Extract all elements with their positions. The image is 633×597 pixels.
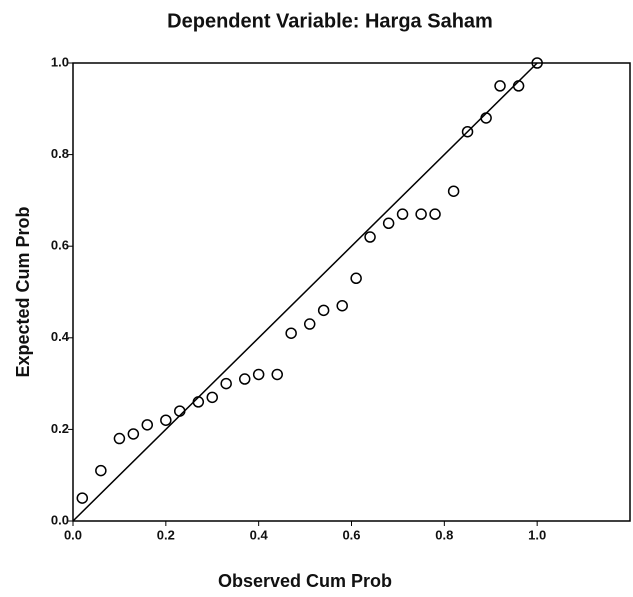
y-tick-label: 1.0 (51, 54, 69, 69)
point (364, 231, 376, 243)
point (317, 304, 330, 317)
point (238, 373, 251, 385)
y-axis-label: Expected Cum Prob (13, 206, 33, 377)
point (336, 299, 348, 312)
point (127, 428, 140, 440)
chart-title: Dependent Variable: Harga Saham (167, 10, 493, 32)
x-axis-label: Observed Cum Prob (218, 571, 392, 591)
x-tick-label: 0.6 (342, 527, 360, 542)
point (285, 327, 297, 339)
y-tick-label: 0.6 (51, 238, 69, 253)
point (174, 405, 186, 417)
point (480, 112, 492, 124)
x-tick-label: 0.4 (250, 527, 269, 542)
x-tick-label: 0.0 (64, 527, 82, 542)
point (382, 217, 395, 230)
point (303, 318, 316, 330)
x-tick-label: 0.8 (435, 527, 453, 542)
reference-line (72, 62, 538, 522)
point (350, 272, 362, 285)
point (220, 377, 232, 390)
point (447, 185, 460, 197)
point (396, 208, 409, 220)
y-tick-label: 0.8 (51, 146, 69, 161)
point (76, 492, 89, 504)
x-tick-label: 1.0 (528, 527, 546, 542)
point (531, 57, 543, 69)
point (271, 368, 283, 381)
point (415, 208, 427, 220)
x-tick-label: 0.2 (157, 527, 175, 542)
point (429, 208, 441, 220)
y-tick-label: 0.2 (51, 421, 69, 436)
y-tick-label: 0.0 (51, 512, 69, 527)
y-tick-label: 0.4 (51, 329, 70, 344)
point (494, 80, 506, 92)
point (141, 419, 154, 431)
point (95, 464, 107, 477)
point (252, 368, 265, 381)
point (160, 414, 172, 426)
point (512, 80, 525, 92)
point (461, 125, 474, 138)
point (113, 432, 126, 445)
point (206, 391, 218, 404)
plot-frame (72, 62, 631, 522)
point (192, 396, 205, 408)
